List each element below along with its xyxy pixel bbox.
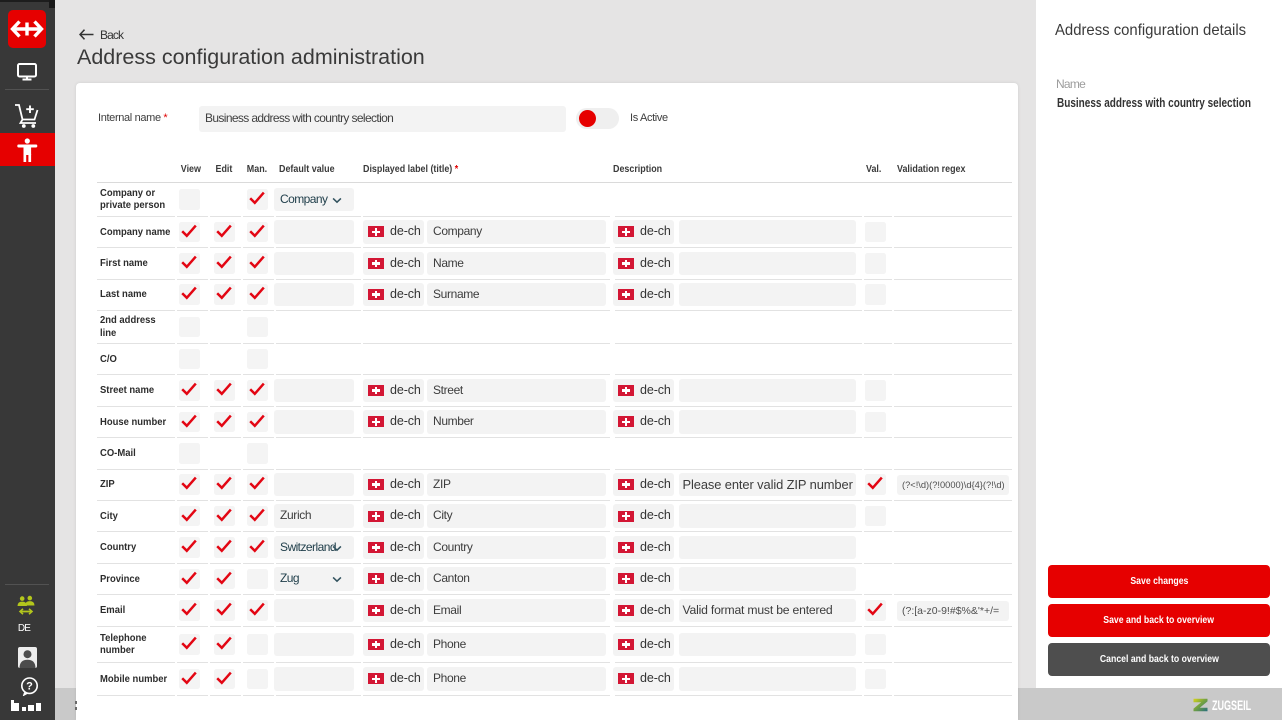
svg-text:?: ? [26, 681, 33, 693]
